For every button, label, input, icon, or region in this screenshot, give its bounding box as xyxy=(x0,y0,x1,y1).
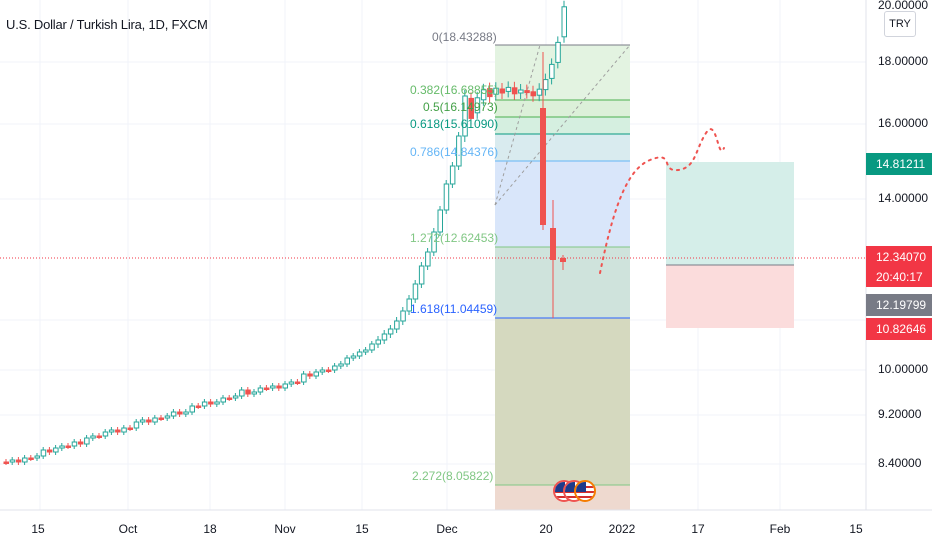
fib-level-2272: 2.272(8.05822) xyxy=(412,469,494,483)
crosshair-price-label: 12.19799 xyxy=(866,294,932,316)
target-price-label: 14.81211 xyxy=(866,153,932,175)
time-tick: 17 xyxy=(691,522,705,536)
time-tick: 2022 xyxy=(608,522,636,536)
time-tick: 18 xyxy=(203,522,217,536)
last-price-label: 12.34070 xyxy=(866,246,932,268)
time-tick: Dec xyxy=(436,522,458,536)
projection-path[interactable] xyxy=(599,128,725,274)
fib-level-1272: 1.272(12.62453) xyxy=(410,231,499,245)
price-tick: 20.00000 xyxy=(878,0,929,12)
fib-level-05: 0.5(16.14973) xyxy=(423,100,498,114)
time-tick: 15 xyxy=(31,522,45,536)
bar-countdown: 20:40:17 xyxy=(866,268,932,287)
chart-title: U.S. Dollar / Turkish Lira, 1D, FXCM xyxy=(6,17,208,32)
time-tick: 15 xyxy=(849,522,863,536)
time-tick: 20 xyxy=(539,522,553,536)
fib-level-0786: 0.786(14.84376) xyxy=(410,145,499,159)
price-tick: 9.20000 xyxy=(878,407,922,421)
stop-price-label: 10.82646 xyxy=(866,318,932,340)
fib-level-0: 0(18.43288) xyxy=(432,30,497,44)
price-tick: 18.00000 xyxy=(878,54,929,68)
price-tick: 16.00000 xyxy=(878,116,929,130)
long-position-tool[interactable] xyxy=(666,162,794,328)
price-tick: 14.00000 xyxy=(878,191,929,205)
time-tick: Nov xyxy=(274,522,296,536)
time-tick: 15 xyxy=(355,522,369,536)
time-tick: Oct xyxy=(118,522,138,536)
fibonacci-extension[interactable] xyxy=(494,44,631,510)
fib-level-0618: 0.618(15.61090) xyxy=(410,117,499,131)
price-tick: 8.40000 xyxy=(878,456,922,470)
time-tick: Feb xyxy=(769,522,791,536)
fib-level-1618: 1.618(11.04459) xyxy=(410,302,498,316)
candlestick-series xyxy=(3,0,567,465)
price-tick: 10.00000 xyxy=(878,362,929,376)
us-flag-event-icon[interactable] xyxy=(574,480,596,502)
fib-level-0382: 0.382(16.68855) xyxy=(410,83,499,97)
currency-button[interactable]: TRY xyxy=(884,11,916,37)
